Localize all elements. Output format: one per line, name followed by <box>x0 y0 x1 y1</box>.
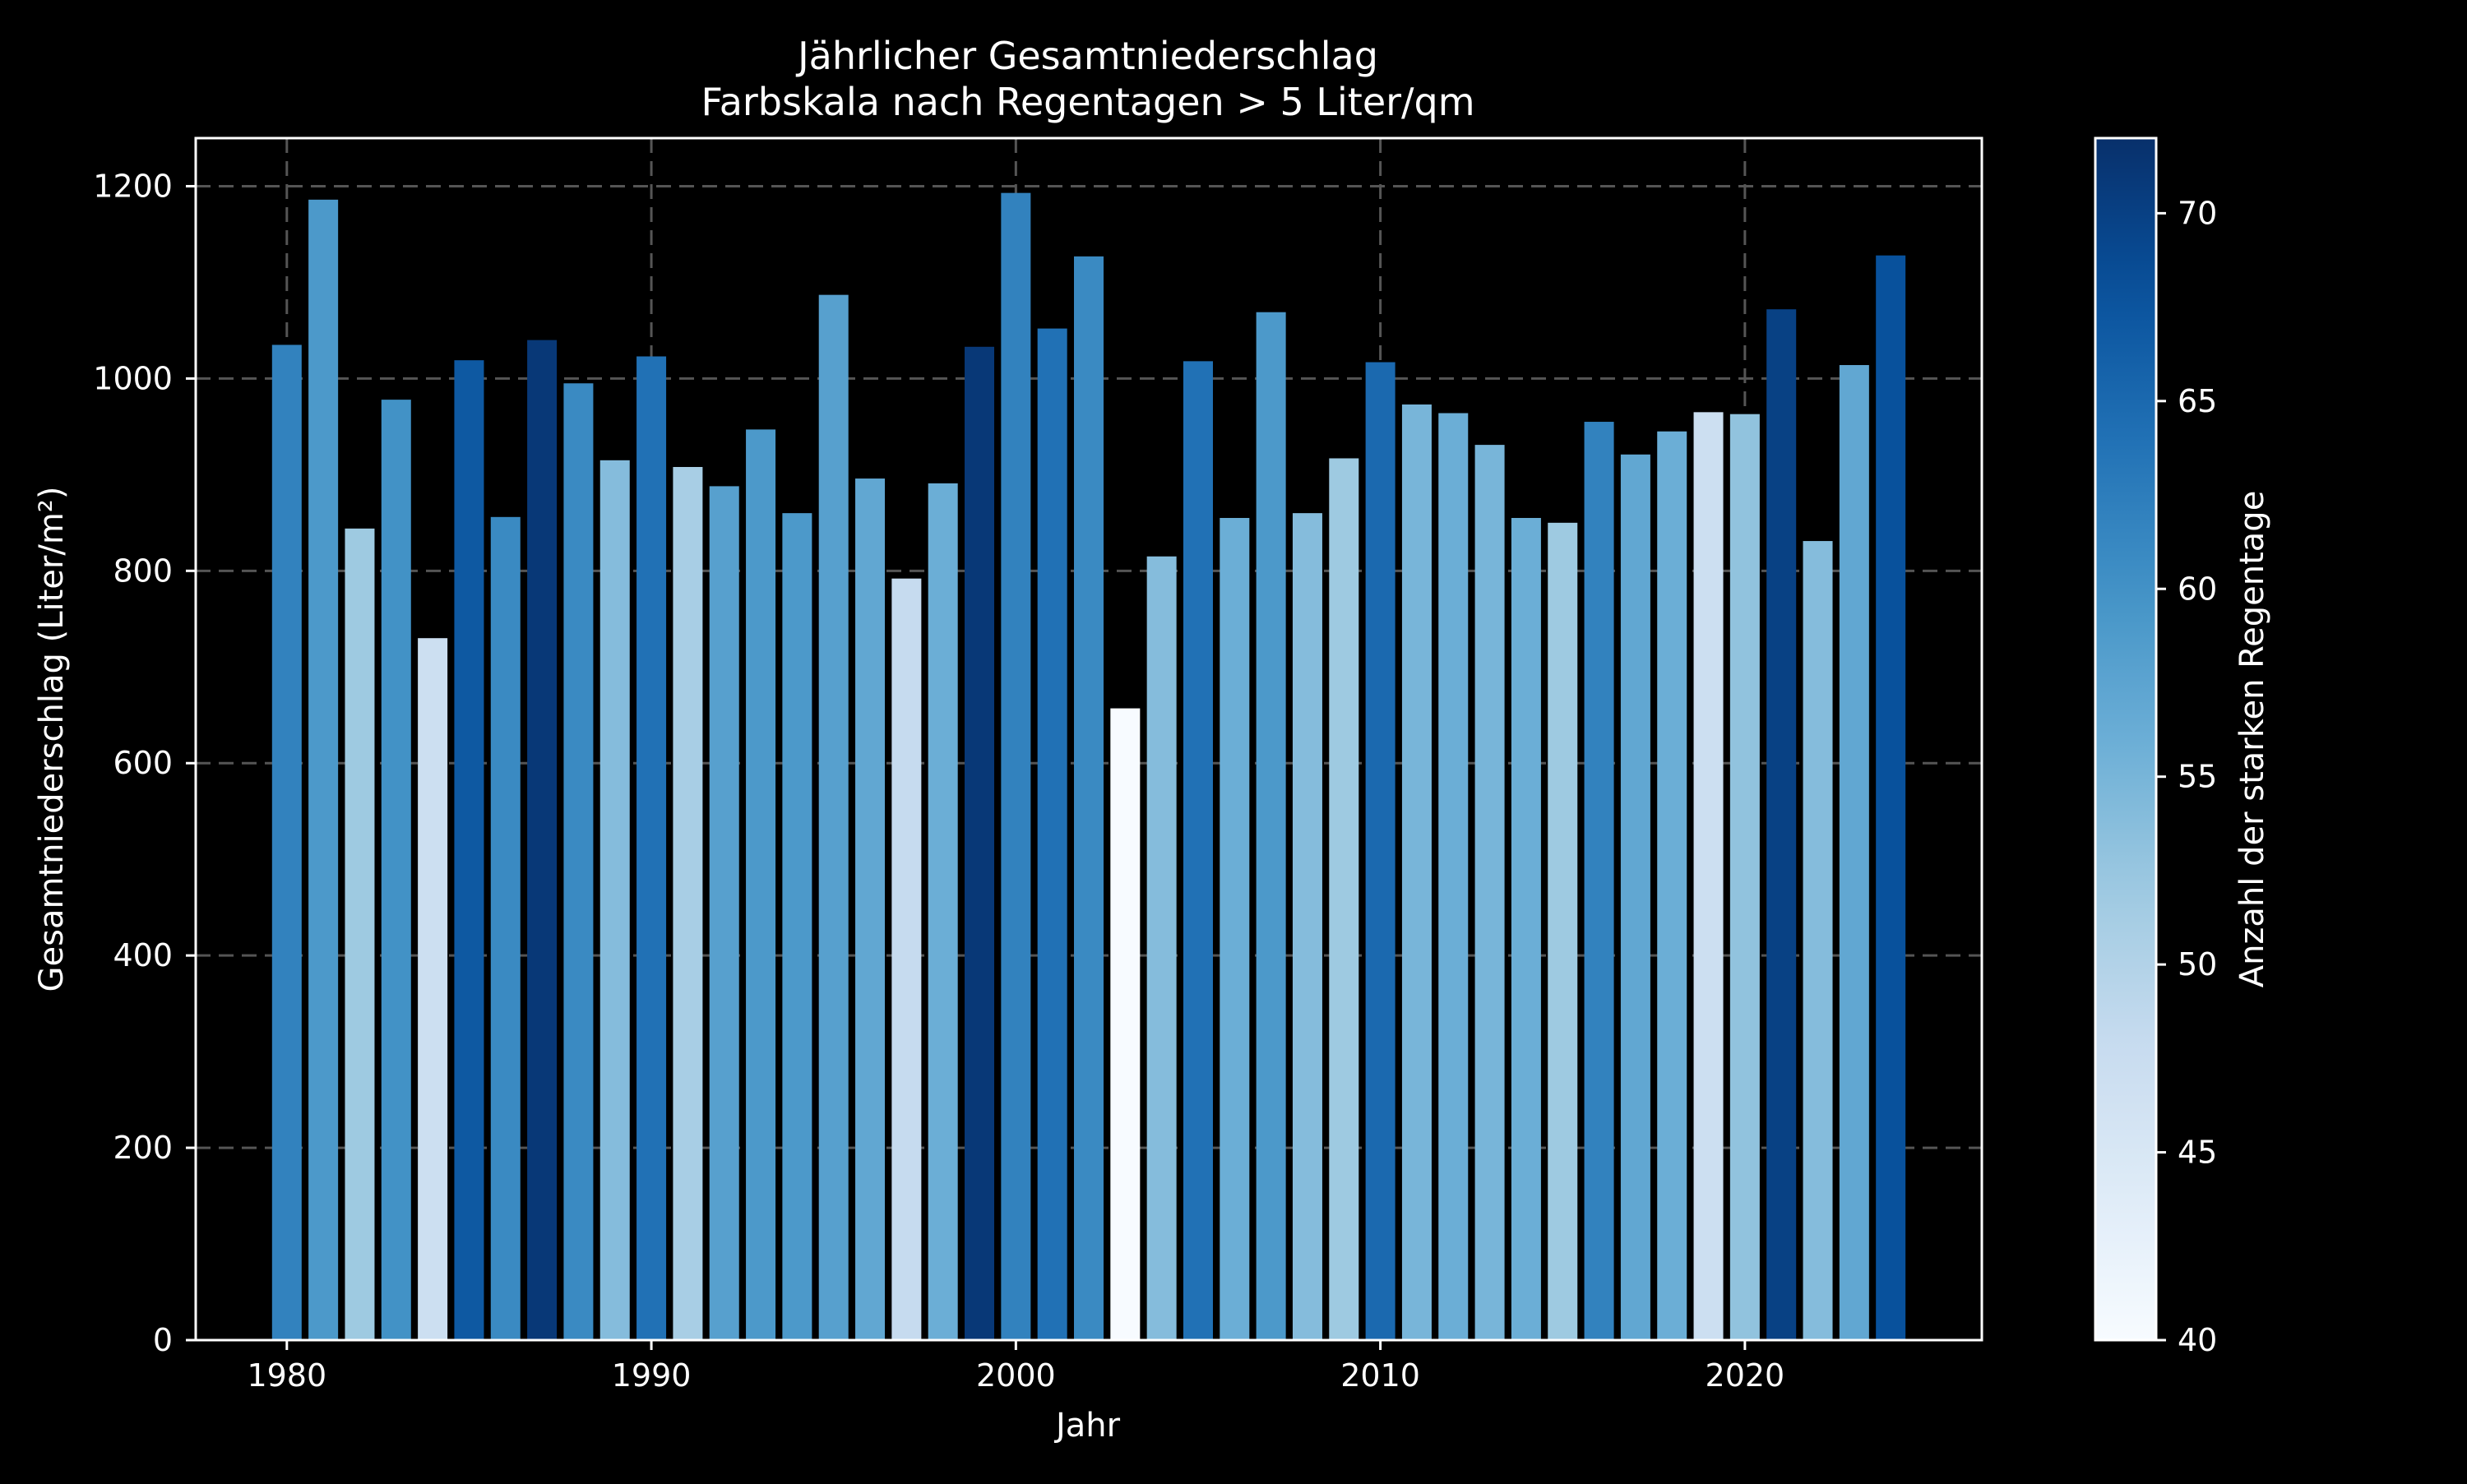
y-tick-label: 400 <box>113 937 173 973</box>
y-tick-label: 1200 <box>93 168 173 204</box>
y-axis: 0 200 400 600 800 1000 1200 <box>93 168 196 1358</box>
colorbar-axis: 40 45 50 55 60 65 70 <box>2156 195 2217 1358</box>
bar-2024 <box>1876 255 1906 1341</box>
y-tick-label: 0 <box>153 1322 173 1358</box>
y-axis-label: Gesamtniederschlag (Liter/m²) <box>33 487 71 992</box>
y-tick-label: 200 <box>113 1130 173 1166</box>
bar-2015 <box>1548 522 1578 1340</box>
bar-2011 <box>1401 404 1432 1340</box>
bar-1985 <box>454 360 484 1340</box>
bar-1994 <box>782 513 812 1340</box>
bar-1995 <box>818 294 849 1341</box>
colorbar-label: Anzahl der starken Regentage <box>2233 491 2271 988</box>
x-axis-label: Jahr <box>1053 1407 1121 1445</box>
bar-2022 <box>1803 541 1833 1340</box>
bar-2006 <box>1220 517 1250 1340</box>
bar-2023 <box>1839 365 1869 1340</box>
bar-2017 <box>1620 454 1650 1341</box>
bar-2021 <box>1766 309 1797 1340</box>
y-tick-label: 1000 <box>93 360 173 396</box>
bar-2005 <box>1183 361 1213 1341</box>
bar-1988 <box>563 383 594 1340</box>
bar-1982 <box>345 528 375 1340</box>
plot-frame <box>194 136 1983 1342</box>
colorbar <box>2094 136 2158 1342</box>
bar-2020 <box>1729 414 1760 1341</box>
bar-1987 <box>527 340 558 1341</box>
chart-title: Jährlicher Gesamtniederschlag <box>795 34 1378 78</box>
bar-1983 <box>381 400 411 1340</box>
colorbar-tick-label: 65 <box>2178 383 2217 419</box>
y-tick-label: 600 <box>113 745 173 781</box>
colorbar-tick-label: 40 <box>2178 1322 2217 1358</box>
bar-2001 <box>1037 328 1067 1340</box>
x-axis: 1980 1990 2000 2010 2020 <box>247 1340 1784 1394</box>
colorbar-tick-label: 70 <box>2178 195 2217 231</box>
bar-1981 <box>308 199 339 1341</box>
bar-1997 <box>891 578 922 1340</box>
colorbar-tick-label: 60 <box>2178 571 2217 607</box>
colorbar-tick-label: 50 <box>2178 946 2217 982</box>
bar-2016 <box>1584 422 1614 1340</box>
bar-2013 <box>1474 445 1505 1340</box>
bar-2007 <box>1256 312 1286 1340</box>
bar-1980 <box>271 344 302 1340</box>
colorbar-tick-label: 55 <box>2178 759 2217 795</box>
x-tick-label: 2000 <box>976 1357 1056 1394</box>
x-tick-label: 2010 <box>1340 1357 1420 1394</box>
bar-2018 <box>1657 431 1687 1340</box>
bar-2012 <box>1438 413 1469 1340</box>
bar-2010 <box>1365 362 1395 1340</box>
bar-1992 <box>709 486 739 1340</box>
bar-2003 <box>1110 708 1141 1340</box>
bar-1999 <box>965 346 995 1340</box>
bar-2014 <box>1511 517 1541 1340</box>
bar-1998 <box>928 483 958 1340</box>
bar-2008 <box>1292 513 1322 1340</box>
bar-layer <box>271 192 1906 1341</box>
y-tick-label: 800 <box>113 552 173 589</box>
bar-2002 <box>1074 256 1104 1340</box>
bar-1990 <box>636 356 667 1340</box>
chart-subtitle: Farbskala nach Regentagen > 5 Liter/qm <box>701 80 1474 124</box>
bar-1993 <box>746 429 776 1340</box>
bar-1991 <box>673 467 703 1340</box>
x-tick-label: 1980 <box>247 1357 326 1394</box>
bar-1986 <box>490 516 521 1340</box>
bar-1996 <box>855 478 886 1341</box>
bar-2019 <box>1693 412 1724 1341</box>
x-tick-label: 1990 <box>612 1357 692 1394</box>
bar-2004 <box>1146 556 1177 1340</box>
bar-2000 <box>1001 192 1031 1340</box>
colorbar-tick-label: 45 <box>2178 1135 2217 1171</box>
bar-1989 <box>599 460 630 1341</box>
x-tick-label: 2020 <box>1706 1357 1785 1394</box>
bar-2009 <box>1329 458 1359 1340</box>
bar-1984 <box>418 638 448 1340</box>
